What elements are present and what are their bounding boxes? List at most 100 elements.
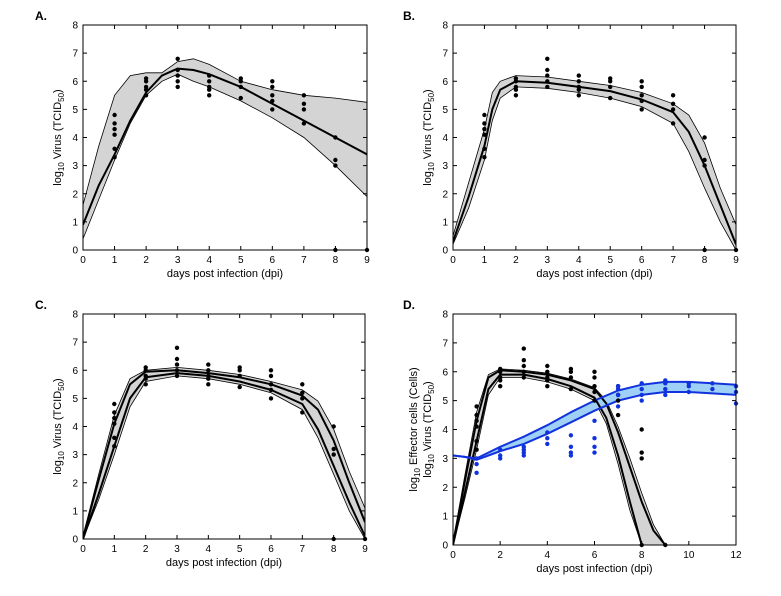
y-tick-label: 5 <box>442 105 448 116</box>
data-point <box>568 386 574 392</box>
data-point <box>670 121 676 126</box>
x-tick-label: 8 <box>333 255 339 266</box>
y-tick-label: 2 <box>72 189 78 200</box>
data-point <box>710 386 715 392</box>
y-tick-label: 8 <box>442 310 448 321</box>
y-tick-label: 5 <box>72 105 78 116</box>
data-point <box>268 373 274 379</box>
data-point <box>112 132 117 137</box>
data-point <box>238 76 243 81</box>
data-point <box>545 441 550 447</box>
data-point <box>174 362 180 367</box>
series-line-effector-mean1 <box>453 391 736 461</box>
data-point <box>333 157 338 163</box>
data-point <box>639 427 644 432</box>
data-point <box>206 382 211 387</box>
x-tick-label: 6 <box>639 255 645 266</box>
data-point <box>702 157 707 163</box>
data-point <box>237 365 242 370</box>
y-tick-label: 7 <box>442 338 448 349</box>
data-point <box>592 450 597 455</box>
y-axis-label-part: log <box>52 460 64 475</box>
data-point <box>663 392 668 398</box>
y-axis-label: log10 Virus (TCID50) <box>52 378 66 474</box>
y-axis-label-part: Virus (TCID <box>52 102 64 162</box>
data-point <box>174 356 180 362</box>
data-point <box>568 444 574 449</box>
series-line-virus-mean2 <box>453 369 667 545</box>
data-point <box>268 382 274 387</box>
x-tick-label: 7 <box>670 255 676 266</box>
data-point <box>545 73 550 78</box>
x-tick-label: 6 <box>270 255 276 266</box>
data-point <box>270 98 275 104</box>
data-point <box>474 456 479 461</box>
data-point <box>482 126 487 132</box>
data-point <box>545 56 550 61</box>
x-tick-label: 0 <box>450 255 456 266</box>
data-point <box>568 366 574 372</box>
y-tick-label: 3 <box>72 161 78 172</box>
y-tick-label: 1 <box>442 512 448 523</box>
y-tick-label: 7 <box>72 49 78 60</box>
x-tick-label: 4 <box>576 255 582 266</box>
data-point <box>112 155 117 160</box>
confidence-band-band <box>83 366 365 539</box>
x-tick-label: 0 <box>80 544 86 555</box>
data-point <box>498 453 503 458</box>
data-point <box>331 446 336 452</box>
panel-label: B. <box>403 9 415 23</box>
axes-frame <box>452 313 737 546</box>
data-point <box>300 382 305 387</box>
y-tick-label: 5 <box>442 396 448 407</box>
y-axis-label-part: log <box>422 171 434 186</box>
data-point <box>639 79 644 84</box>
y-axis-label-part: 10 <box>57 162 66 171</box>
x-tick-label: 7 <box>301 255 307 266</box>
data-point <box>112 435 117 440</box>
data-point <box>568 433 574 438</box>
y-axis-label-part: Virus (TCID <box>52 391 64 451</box>
y-tick-label: 4 <box>72 133 78 144</box>
data-point <box>270 107 275 112</box>
data-point <box>702 135 707 140</box>
y-tick-label: 5 <box>72 394 78 405</box>
confidence-band-band <box>453 75 736 250</box>
y-axis-label-2-part: log <box>408 477 420 492</box>
data-point <box>112 401 117 407</box>
data-point <box>498 447 503 452</box>
x-axis-label: days post infection (dpi) <box>536 563 652 575</box>
data-point <box>300 396 305 401</box>
x-tick-label: 6 <box>592 550 598 561</box>
data-point <box>576 93 581 98</box>
data-point <box>474 438 479 444</box>
x-tick-label: 2 <box>497 550 503 561</box>
y-tick-label: 4 <box>442 133 448 144</box>
data-point <box>143 93 149 98</box>
plot-area <box>453 75 736 250</box>
data-point <box>207 93 212 98</box>
data-point <box>112 415 117 421</box>
x-tick-label: 8 <box>639 550 645 561</box>
y-tick-label: 0 <box>72 246 78 257</box>
data-point <box>238 84 243 90</box>
data-point <box>545 430 550 435</box>
data-point <box>521 358 526 363</box>
y-axis-label-part: ) <box>422 89 434 93</box>
y-tick-label: 1 <box>442 217 448 228</box>
y-axis-label-part: 10 <box>57 451 66 460</box>
data-point <box>545 436 550 441</box>
y-axis-label-part: log <box>422 463 434 478</box>
y-tick-label: 1 <box>72 217 78 228</box>
data-point <box>498 384 503 389</box>
data-point <box>568 375 574 380</box>
data-point <box>592 389 597 395</box>
y-axis-label-part: 50 <box>57 92 66 101</box>
data-point <box>545 384 550 389</box>
y-tick-label: 3 <box>442 161 448 172</box>
data-point <box>639 386 644 392</box>
data-point <box>639 98 644 104</box>
data-point <box>545 363 550 369</box>
